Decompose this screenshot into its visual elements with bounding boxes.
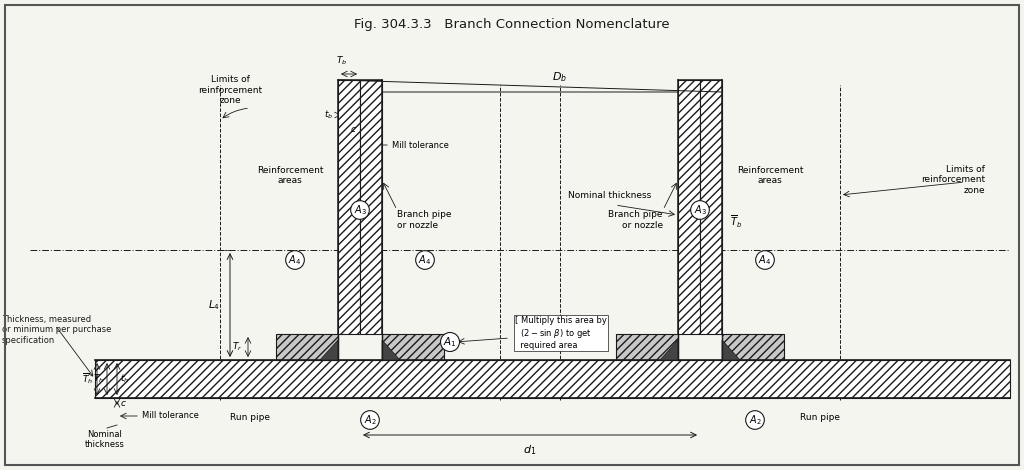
Text: Fig. 304.3.3   Branch Connection Nomenclature: Fig. 304.3.3 Branch Connection Nomenclat… xyxy=(354,18,670,31)
Text: $D_b$: $D_b$ xyxy=(552,70,567,84)
Bar xyxy=(722,334,784,360)
Bar xyxy=(616,334,678,360)
Text: $A_3$: $A_3$ xyxy=(353,203,367,217)
Bar xyxy=(360,80,382,334)
Bar xyxy=(678,80,700,334)
Text: Limits of
reinforcement
zone: Limits of reinforcement zone xyxy=(198,75,262,105)
Text: Branch pipe
or nozzle: Branch pipe or nozzle xyxy=(608,210,663,230)
Polygon shape xyxy=(660,340,678,360)
Bar xyxy=(678,80,700,334)
Text: Limits of
reinforcement
zone: Limits of reinforcement zone xyxy=(921,165,985,195)
Text: Branch pipe
or nozzle: Branch pipe or nozzle xyxy=(397,210,452,230)
Text: $A_4$: $A_4$ xyxy=(419,253,431,267)
Text: $A_2$: $A_2$ xyxy=(364,413,377,427)
Polygon shape xyxy=(382,340,400,360)
Text: $L_4$: $L_4$ xyxy=(208,298,220,312)
Text: Thickness, measured
or minimum per purchase
specification: Thickness, measured or minimum per purch… xyxy=(2,315,112,345)
Text: Run pipe: Run pipe xyxy=(230,414,270,423)
Bar xyxy=(700,80,722,334)
Text: Nominal thickness: Nominal thickness xyxy=(568,191,651,200)
Text: $T_r$: $T_r$ xyxy=(231,341,242,353)
Text: Mill tolerance: Mill tolerance xyxy=(142,412,199,421)
Bar xyxy=(700,80,722,334)
Bar xyxy=(360,80,382,334)
Polygon shape xyxy=(722,340,740,360)
Bar xyxy=(95,360,1010,398)
Bar xyxy=(722,334,784,360)
Polygon shape xyxy=(319,340,338,360)
Bar xyxy=(276,334,338,360)
Text: $c$: $c$ xyxy=(120,400,127,408)
Bar xyxy=(382,334,444,360)
Text: $\overline{T}_b$: $\overline{T}_b$ xyxy=(730,214,742,230)
Text: $A_3$: $A_3$ xyxy=(693,203,707,217)
Text: Run pipe: Run pipe xyxy=(800,414,840,423)
Text: [ Multiply this area by
  $(2 - \sin\,\beta)$ to get
  required area: [ Multiply this area by $(2 - \sin\,\bet… xyxy=(515,316,607,350)
Text: $\overline{T}_h$: $\overline{T}_h$ xyxy=(82,372,93,386)
Text: $A_2$: $A_2$ xyxy=(749,413,762,427)
Text: $t_b$: $t_b$ xyxy=(324,109,333,121)
Text: Mill tolerance: Mill tolerance xyxy=(392,141,449,149)
Text: Reinforcement
areas: Reinforcement areas xyxy=(257,165,324,185)
Bar xyxy=(616,334,678,360)
Text: Nominal
thickness: Nominal thickness xyxy=(85,430,125,449)
Text: $d_1$: $d_1$ xyxy=(523,443,537,457)
Text: $A_1$: $A_1$ xyxy=(443,335,457,349)
Text: $t_h$: $t_h$ xyxy=(120,373,129,385)
Bar xyxy=(338,80,360,334)
Text: $A_4$: $A_4$ xyxy=(759,253,771,267)
Text: Reinforcement
areas: Reinforcement areas xyxy=(736,165,803,185)
Bar xyxy=(276,334,338,360)
Text: $T_h$: $T_h$ xyxy=(93,373,104,385)
Bar xyxy=(95,360,1010,398)
Text: $T_b$: $T_b$ xyxy=(336,55,347,67)
Bar xyxy=(382,334,444,360)
Text: $A_4$: $A_4$ xyxy=(289,253,302,267)
Bar xyxy=(338,80,360,334)
Text: $c$: $c$ xyxy=(350,125,356,134)
